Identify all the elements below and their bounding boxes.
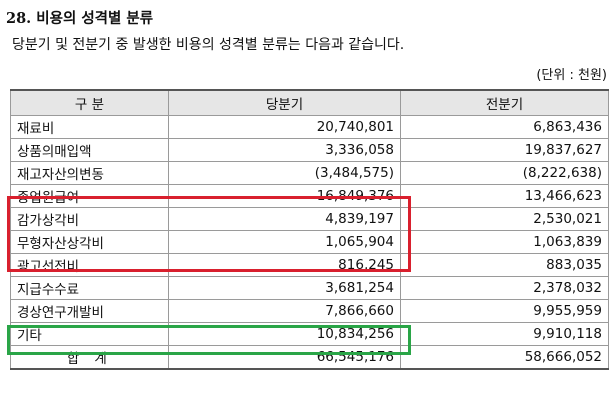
table-row: 경상연구개발비 7,866,660 9,955,959 [10, 299, 609, 323]
previous-value: 883,035 [400, 253, 609, 277]
row-label: 지급수수료 [10, 276, 169, 300]
previous-value: 13,466,623 [400, 184, 609, 208]
table-row: 지급수수료 3,681,254 2,378,032 [10, 276, 609, 300]
total-label: 합 계 [10, 345, 169, 370]
header-category: 구 분 [10, 89, 169, 116]
table-row: 기타 10,834,256 9,910,118 [10, 322, 609, 346]
current-value: 16,849,376 [168, 184, 401, 208]
previous-value: 1,063,839 [400, 230, 609, 254]
table-row: 상품의매입액 3,336,058 19,837,627 [10, 138, 609, 162]
row-label: 상품의매입액 [10, 138, 169, 162]
total-previous-value: 58,666,052 [400, 345, 609, 370]
note-description: 당분기 및 전분기 중 발생한 비용의 성격별 분류는 다음과 같습니다. [12, 37, 405, 53]
row-label: 경상연구개발비 [10, 299, 169, 323]
table-header-row: 구 분 당분기 전분기 [10, 89, 609, 116]
previous-value: (8,222,638) [400, 161, 609, 185]
previous-value: 2,378,032 [400, 276, 609, 300]
header-previous-quarter: 전분기 [400, 89, 609, 116]
table-row: 광고선전비 816,245 883,035 [10, 253, 609, 277]
current-value: 20,740,801 [168, 115, 401, 139]
note-heading: 28. 비용의 성격별 분류 [6, 10, 154, 27]
row-label: 광고선전비 [10, 253, 169, 277]
total-row: 합 계 66,545,176 58,666,052 [10, 345, 609, 370]
row-label: 재료비 [10, 115, 169, 139]
previous-value: 9,910,118 [400, 322, 609, 346]
previous-value: 2,530,021 [400, 207, 609, 231]
current-value: (3,484,575) [168, 161, 401, 185]
table-row: 재료비 20,740,801 6,863,436 [10, 115, 609, 139]
total-current-value: 66,545,176 [168, 345, 401, 370]
current-value: 7,866,660 [168, 299, 401, 323]
previous-value: 19,837,627 [400, 138, 609, 162]
header-current-quarter: 당분기 [168, 89, 401, 116]
table-row: 종업원급여 16,849,376 13,466,623 [10, 184, 609, 208]
expense-by-nature-table: 구 분 당분기 전분기 재료비 20,740,801 6,863,436 상품의… [10, 89, 609, 370]
row-label: 무형자산상각비 [10, 230, 169, 254]
unit-note: (단위 : 천원) [536, 68, 607, 83]
current-value: 4,839,197 [168, 207, 401, 231]
previous-value: 9,955,959 [400, 299, 609, 323]
current-value: 3,681,254 [168, 276, 401, 300]
table-row: 감가상각비 4,839,197 2,530,021 [10, 207, 609, 231]
row-label: 기타 [10, 322, 169, 346]
row-label: 종업원급여 [10, 184, 169, 208]
row-label: 재고자산의변동 [10, 161, 169, 185]
row-label: 감가상각비 [10, 207, 169, 231]
current-value: 1,065,904 [168, 230, 401, 254]
previous-value: 6,863,436 [400, 115, 609, 139]
current-value: 816,245 [168, 253, 401, 277]
current-value: 10,834,256 [168, 322, 401, 346]
table-row: 무형자산상각비 1,065,904 1,063,839 [10, 230, 609, 254]
table-row: 재고자산의변동 (3,484,575) (8,222,638) [10, 161, 609, 185]
current-value: 3,336,058 [168, 138, 401, 162]
